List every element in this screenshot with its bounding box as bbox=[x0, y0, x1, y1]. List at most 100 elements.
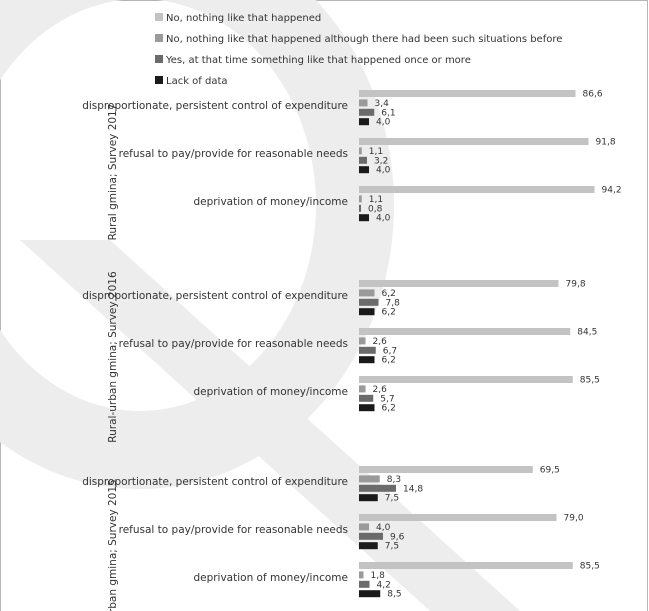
legend-label-4: Lack of data bbox=[166, 76, 228, 87]
category-label: deprivation of money/income bbox=[193, 386, 348, 398]
value-label: 7,8 bbox=[386, 298, 401, 308]
value-label: 91,8 bbox=[596, 138, 616, 148]
value-label: 86,6 bbox=[583, 90, 603, 100]
bar-g1-c1-s3 bbox=[359, 108, 375, 116]
value-label: 79,0 bbox=[564, 514, 584, 524]
value-labels: 86,63,46,14,091,81,13,24,094,21,10,84,07… bbox=[368, 90, 622, 600]
value-label: 5,7 bbox=[380, 394, 394, 404]
value-label: 8,3 bbox=[387, 475, 401, 485]
value-label: 4,0 bbox=[376, 118, 391, 128]
bar-g2-c2-s3 bbox=[359, 346, 376, 354]
bar-g3-c3-s1 bbox=[359, 562, 573, 569]
value-label: 94,2 bbox=[602, 186, 622, 196]
category-label: deprivation of money/income bbox=[193, 196, 348, 208]
bar-g1-c3-s1 bbox=[359, 186, 595, 193]
group-label-1: Rural gmina; Survey 2017 bbox=[107, 104, 119, 241]
bar-g3-c1-s2 bbox=[359, 475, 380, 483]
bar-g3-c2-s2 bbox=[359, 523, 369, 531]
bar-g3-c3-s3 bbox=[359, 580, 370, 588]
value-label: 2,6 bbox=[373, 385, 388, 395]
value-label: 6,2 bbox=[382, 289, 396, 299]
category-label: deprivation of money/income bbox=[193, 572, 348, 584]
legend: No, nothing like that happened No, nothin… bbox=[155, 13, 562, 87]
value-label: 3,4 bbox=[375, 99, 390, 109]
value-label: 4,0 bbox=[376, 214, 391, 224]
value-label: 6,7 bbox=[383, 346, 397, 356]
value-label: 0,8 bbox=[368, 204, 383, 214]
bar-g2-c1-s1 bbox=[359, 280, 559, 287]
legend-label-2: No, nothing like that happened although … bbox=[166, 34, 562, 45]
bar-g1-c1-s4 bbox=[359, 118, 369, 126]
value-label: 6,2 bbox=[382, 308, 396, 318]
bar-g2-c2-s1 bbox=[359, 328, 571, 335]
value-label: 7,5 bbox=[385, 542, 399, 552]
value-label: 6,1 bbox=[381, 108, 395, 118]
bar-g2-c3-s4 bbox=[359, 404, 375, 412]
category-label: disproportionate, persistent control of … bbox=[82, 290, 348, 302]
bar-g3-c1-s4 bbox=[359, 494, 378, 502]
bar-g1-c3-s2 bbox=[359, 195, 362, 203]
group-label-3: Urban gmina; Survey 2015 bbox=[107, 479, 119, 611]
value-label: 9,6 bbox=[390, 532, 405, 542]
value-label: 3,2 bbox=[374, 156, 388, 166]
category-label: refusal to pay/provide for reasonable ne… bbox=[119, 338, 348, 350]
legend-swatch-4 bbox=[155, 76, 163, 84]
bar-g3-c3-s2 bbox=[359, 571, 364, 579]
value-label: 6,2 bbox=[382, 356, 396, 366]
bar-g2-c3-s1 bbox=[359, 376, 573, 383]
value-label: 79,8 bbox=[566, 280, 586, 290]
category-label: refusal to pay/provide for reasonable ne… bbox=[119, 524, 348, 536]
value-label: 2,6 bbox=[373, 337, 388, 347]
bar-g3-c1-s1 bbox=[359, 466, 533, 473]
value-label: 4,0 bbox=[376, 166, 391, 176]
bar-g1-c2-s1 bbox=[359, 138, 589, 145]
value-label: 1,8 bbox=[371, 571, 386, 581]
bar-g2-c3-s2 bbox=[359, 385, 366, 393]
bar-g3-c1-s3 bbox=[359, 484, 396, 492]
legend-swatch-3 bbox=[155, 55, 163, 63]
bar-g3-c3-s4 bbox=[359, 590, 381, 598]
legend-label-3: Yes, at that time something like that ha… bbox=[165, 55, 471, 66]
category-label: disproportionate, persistent control of … bbox=[82, 100, 348, 112]
bar-g1-c3-s3 bbox=[359, 204, 361, 212]
legend-swatch-2 bbox=[155, 34, 163, 42]
bar-g1-c2-s2 bbox=[359, 147, 362, 155]
bar-g1-c1-s2 bbox=[359, 99, 368, 107]
category-label: refusal to pay/provide for reasonable ne… bbox=[119, 148, 348, 160]
value-label: 6,2 bbox=[382, 404, 396, 414]
bar-g1-c3-s4 bbox=[359, 214, 369, 222]
bar-g1-c1-s1 bbox=[359, 90, 576, 97]
value-label: 8,5 bbox=[387, 590, 401, 600]
bar-g2-c2-s4 bbox=[359, 356, 375, 364]
bar-g3-c2-s4 bbox=[359, 542, 378, 550]
category-labels: disproportionate, persistent control of … bbox=[82, 100, 348, 584]
group-labels: Rural gmina; Survey 2017 Rural-urban gmin… bbox=[107, 104, 119, 611]
bar-g3-c2-s1 bbox=[359, 514, 557, 521]
value-label: 7,5 bbox=[385, 494, 399, 504]
value-label: 1,1 bbox=[369, 147, 383, 157]
legend-swatch-1 bbox=[155, 13, 163, 21]
value-label: 1,1 bbox=[369, 195, 383, 205]
bar-g2-c3-s3 bbox=[359, 394, 374, 402]
value-label: 69,5 bbox=[540, 466, 560, 476]
bar-g1-c2-s4 bbox=[359, 166, 369, 174]
category-label: disproportionate, persistent control of … bbox=[82, 476, 348, 488]
group-label-2: Rural-urban gmina; Survey 2016 bbox=[107, 271, 119, 443]
legend-label-1: No, nothing like that happened bbox=[166, 13, 321, 24]
bar-g2-c1-s3 bbox=[359, 298, 379, 306]
value-label: 85,5 bbox=[580, 562, 600, 572]
bars bbox=[359, 90, 595, 598]
bar-g2-c2-s2 bbox=[359, 337, 366, 345]
bar-g3-c2-s3 bbox=[359, 532, 383, 540]
value-label: 4,2 bbox=[377, 580, 391, 590]
bar-g2-c1-s4 bbox=[359, 308, 375, 316]
value-label: 4,0 bbox=[376, 523, 391, 533]
value-label: 85,5 bbox=[580, 376, 600, 386]
value-label: 14,8 bbox=[403, 484, 423, 494]
bar-g2-c1-s2 bbox=[359, 289, 375, 297]
value-label: 84,5 bbox=[577, 328, 597, 338]
bar-g1-c2-s3 bbox=[359, 156, 367, 164]
